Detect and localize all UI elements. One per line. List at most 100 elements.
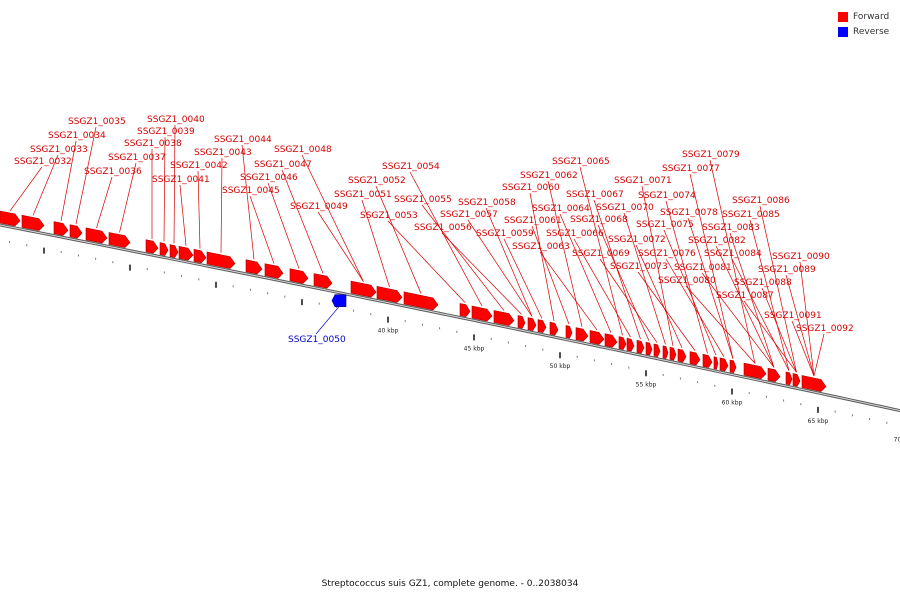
gene-label[interactable]: SSGZ1_0036 [84, 167, 142, 177]
gene-arrow-forward[interactable] [792, 373, 801, 387]
gene-label[interactable]: SSGZ1_0062 [520, 171, 578, 181]
gene-arrow-forward[interactable] [604, 333, 618, 348]
gene-label[interactable]: SSGZ1_0088 [734, 278, 792, 288]
gene-label[interactable]: SSGZ1_0060 [502, 183, 560, 193]
gene-arrow-forward[interactable] [169, 244, 179, 258]
gene-label[interactable]: SSGZ1_0076 [638, 249, 696, 259]
gene-label[interactable]: SSGZ1_0043 [194, 148, 252, 158]
gene-label[interactable]: SSGZ1_0066 [546, 229, 604, 239]
gene-label[interactable]: SSGZ1_0065 [552, 157, 610, 167]
gene-label[interactable]: SSGZ1_0032 [14, 157, 72, 167]
gene-label[interactable]: SSGZ1_0069 [572, 249, 630, 259]
gene-label[interactable]: SSGZ1_0035 [68, 117, 126, 127]
gene-arrow-forward[interactable] [565, 325, 573, 339]
gene-arrow-forward[interactable] [159, 242, 169, 256]
gene-arrow-forward[interactable] [376, 286, 403, 303]
gene-label[interactable]: SSGZ1_0059 [476, 229, 534, 239]
gene-label[interactable]: SSGZ1_0079 [682, 150, 740, 160]
gene-arrow-forward[interactable] [626, 337, 635, 352]
gene-arrow-forward[interactable] [145, 239, 159, 254]
gene-arrow-forward[interactable] [178, 246, 194, 261]
gene-arrow-forward[interactable] [289, 268, 309, 284]
gene-label[interactable]: SSGZ1_0052 [348, 176, 406, 186]
gene-arrow-forward[interactable] [719, 357, 729, 372]
gene-arrow-forward[interactable] [702, 353, 713, 368]
gene-arrow-forward[interactable] [517, 315, 526, 329]
gene-arrow-forward[interactable] [471, 305, 493, 322]
gene-label[interactable]: SSGZ1_0083 [702, 223, 760, 233]
gene-label[interactable]: SSGZ1_0046 [240, 173, 298, 183]
gene-arrow-forward[interactable] [264, 263, 284, 279]
gene-arrow-forward[interactable] [636, 340, 645, 354]
gene-label[interactable]: SSGZ1_0081 [674, 263, 732, 273]
gene-arrow-forward[interactable] [459, 303, 471, 318]
gene-label[interactable]: SSGZ1_0051 [334, 190, 392, 200]
gene-arrow-forward[interactable] [108, 232, 131, 248]
gene-label[interactable]: SSGZ1_0078 [660, 208, 718, 218]
gene-arrow-forward[interactable] [662, 345, 669, 359]
gene-label[interactable]: SSGZ1_0064 [532, 204, 590, 214]
gene-label[interactable]: SSGZ1_0072 [608, 235, 666, 245]
gene-label[interactable]: SSGZ1_0071 [614, 176, 672, 186]
gene-arrow-forward[interactable] [645, 341, 653, 356]
gene-label[interactable]: SSGZ1_0091 [764, 311, 822, 321]
gene-arrow-forward[interactable] [767, 367, 781, 383]
gene-label[interactable]: SSGZ1_0040 [147, 115, 205, 125]
gene-label[interactable]: SSGZ1_0082 [688, 236, 746, 246]
gene-label[interactable]: SSGZ1_0080 [658, 276, 716, 286]
gene-label[interactable]: SSGZ1_0084 [704, 249, 762, 259]
gene-label[interactable]: SSGZ1_0089 [758, 265, 816, 275]
gene-arrow-forward[interactable] [537, 319, 547, 333]
gene-arrow-forward[interactable] [85, 227, 108, 244]
gene-arrow-forward[interactable] [575, 327, 589, 342]
gene-label[interactable]: SSGZ1_0050 [288, 335, 346, 345]
gene-label[interactable]: SSGZ1_0067 [566, 190, 624, 200]
gene-label[interactable]: SSGZ1_0090 [772, 252, 830, 262]
gene-label[interactable]: SSGZ1_0033 [30, 145, 88, 155]
gene-label[interactable]: SSGZ1_0057 [440, 210, 498, 220]
gene-arrow-forward[interactable] [785, 371, 793, 386]
gene-arrow-forward[interactable] [729, 359, 737, 374]
gene-label[interactable]: SSGZ1_0077 [662, 164, 720, 174]
gene-label[interactable]: SSGZ1_0086 [732, 196, 790, 206]
gene-arrow-forward[interactable] [801, 375, 827, 392]
gene-label[interactable]: SSGZ1_0044 [214, 135, 272, 145]
gene-label[interactable]: SSGZ1_0037 [108, 153, 166, 163]
gene-label[interactable]: SSGZ1_0054 [382, 162, 440, 172]
gene-label[interactable]: SSGZ1_0039 [137, 127, 195, 137]
gene-arrow-forward[interactable] [403, 291, 439, 311]
gene-arrow-forward[interactable] [669, 346, 677, 361]
gene-label[interactable]: SSGZ1_0063 [512, 242, 570, 252]
gene-label[interactable]: SSGZ1_0073 [610, 262, 668, 272]
gene-arrow-forward[interactable] [549, 321, 559, 336]
gene-label[interactable]: SSGZ1_0049 [290, 202, 348, 212]
gene-label[interactable]: SSGZ1_0058 [458, 198, 516, 208]
gene-arrow-forward[interactable] [653, 343, 661, 358]
gene-arrow-forward[interactable] [589, 330, 605, 345]
gene-label[interactable]: SSGZ1_0092 [796, 324, 854, 334]
gene-label[interactable]: SSGZ1_0085 [722, 210, 780, 220]
gene-arrow-forward[interactable] [69, 224, 83, 239]
gene-label[interactable]: SSGZ1_0068 [570, 215, 628, 225]
gene-arrow-forward[interactable] [677, 348, 687, 363]
gene-arrow-forward[interactable] [206, 251, 236, 269]
gene-label[interactable]: SSGZ1_0042 [170, 161, 228, 171]
gene-arrow-forward[interactable] [21, 214, 45, 231]
gene-arrow-forward[interactable] [493, 310, 515, 326]
gene-arrow-forward[interactable] [618, 336, 627, 350]
gene-label[interactable]: SSGZ1_0045 [222, 186, 280, 196]
gene-arrow-forward[interactable] [0, 210, 21, 227]
gene-arrow-forward[interactable] [689, 351, 701, 366]
gene-label[interactable]: SSGZ1_0038 [124, 139, 182, 149]
gene-label[interactable]: SSGZ1_0034 [48, 131, 106, 141]
gene-arrow-forward[interactable] [313, 273, 333, 289]
gene-label[interactable]: SSGZ1_0048 [274, 145, 332, 155]
gene-label[interactable]: SSGZ1_0055 [394, 195, 452, 205]
gene-label[interactable]: SSGZ1_0041 [152, 175, 210, 185]
gene-arrow-forward[interactable] [743, 362, 767, 380]
gene-label[interactable]: SSGZ1_0087 [716, 291, 774, 301]
gene-arrow-forward[interactable] [245, 259, 263, 275]
gene-arrow-forward[interactable] [713, 356, 719, 370]
gene-arrow-forward[interactable] [53, 221, 69, 236]
gene-label[interactable]: SSGZ1_0061 [504, 216, 562, 226]
